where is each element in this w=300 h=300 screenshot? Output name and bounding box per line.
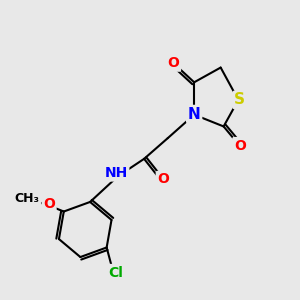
Text: O: O	[43, 197, 55, 211]
Text: CH₃: CH₃	[14, 192, 40, 205]
Text: N: N	[188, 106, 200, 122]
Text: Cl: Cl	[108, 266, 123, 280]
Text: O: O	[157, 172, 169, 186]
Text: NH: NH	[104, 166, 128, 180]
Text: O: O	[234, 139, 246, 153]
Text: S: S	[234, 92, 245, 107]
Text: O: O	[168, 56, 179, 70]
